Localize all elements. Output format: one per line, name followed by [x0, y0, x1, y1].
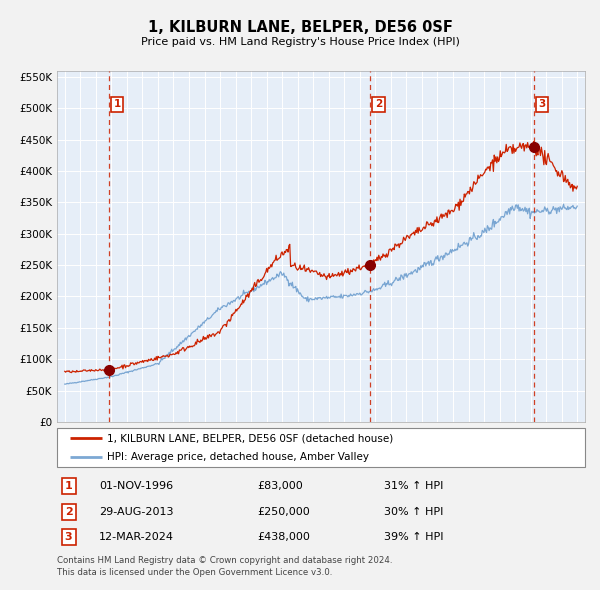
Text: 31% ↑ HPI: 31% ↑ HPI: [385, 481, 444, 491]
Text: 3: 3: [538, 99, 545, 109]
Text: 01-NOV-1996: 01-NOV-1996: [99, 481, 173, 491]
Bar: [57, 71, 109, 422]
Text: 39% ↑ HPI: 39% ↑ HPI: [385, 532, 444, 542]
Text: 2: 2: [375, 99, 382, 109]
Text: 1, KILBURN LANE, BELPER, DE56 0SF: 1, KILBURN LANE, BELPER, DE56 0SF: [148, 19, 452, 35]
Text: 12-MAR-2024: 12-MAR-2024: [99, 532, 174, 542]
Bar: [533, 71, 585, 422]
Text: 1: 1: [65, 481, 73, 491]
Text: This data is licensed under the Open Government Licence v3.0.: This data is licensed under the Open Gov…: [57, 568, 332, 576]
Text: 1, KILBURN LANE, BELPER, DE56 0SF (detached house): 1, KILBURN LANE, BELPER, DE56 0SF (detac…: [107, 434, 394, 444]
Text: £83,000: £83,000: [257, 481, 304, 491]
Text: £438,000: £438,000: [257, 532, 311, 542]
Text: Contains HM Land Registry data © Crown copyright and database right 2024.: Contains HM Land Registry data © Crown c…: [57, 556, 392, 565]
Text: HPI: Average price, detached house, Amber Valley: HPI: Average price, detached house, Ambe…: [107, 451, 369, 461]
Text: 1: 1: [113, 99, 121, 109]
Text: £250,000: £250,000: [257, 507, 310, 517]
Text: 2: 2: [65, 507, 73, 517]
Text: Price paid vs. HM Land Registry's House Price Index (HPI): Price paid vs. HM Land Registry's House …: [140, 38, 460, 47]
Text: 30% ↑ HPI: 30% ↑ HPI: [385, 507, 444, 517]
Text: 3: 3: [65, 532, 73, 542]
Text: 29-AUG-2013: 29-AUG-2013: [99, 507, 174, 517]
